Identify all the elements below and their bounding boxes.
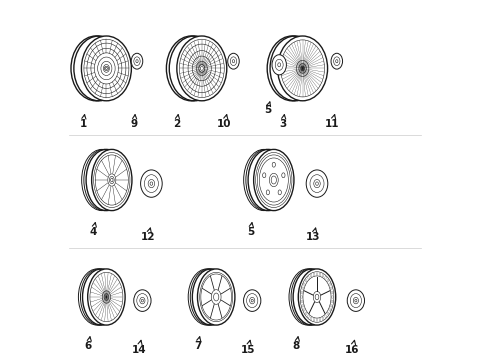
Text: 5: 5	[264, 102, 271, 115]
Ellipse shape	[272, 162, 275, 167]
Ellipse shape	[131, 53, 143, 69]
Ellipse shape	[81, 36, 131, 101]
Ellipse shape	[331, 53, 343, 69]
Ellipse shape	[228, 53, 239, 69]
Ellipse shape	[278, 36, 328, 101]
Text: 6: 6	[85, 337, 92, 351]
Text: 4: 4	[89, 222, 97, 237]
Text: 8: 8	[293, 337, 300, 351]
Text: 10: 10	[217, 114, 232, 129]
Ellipse shape	[272, 55, 286, 75]
Ellipse shape	[197, 269, 235, 325]
Text: 15: 15	[241, 340, 255, 355]
Ellipse shape	[92, 149, 132, 211]
Ellipse shape	[282, 173, 285, 178]
Ellipse shape	[347, 290, 365, 311]
Text: 2: 2	[173, 114, 180, 129]
Text: 13: 13	[306, 228, 320, 242]
Text: 12: 12	[141, 228, 155, 242]
Ellipse shape	[82, 269, 120, 325]
Ellipse shape	[193, 269, 230, 325]
Text: 5: 5	[247, 222, 254, 237]
Ellipse shape	[134, 290, 151, 311]
Ellipse shape	[248, 149, 289, 211]
Ellipse shape	[266, 190, 270, 195]
Text: 16: 16	[345, 340, 360, 355]
Ellipse shape	[278, 190, 281, 195]
Ellipse shape	[293, 269, 331, 325]
Text: 9: 9	[130, 114, 138, 129]
Text: 3: 3	[279, 114, 287, 129]
Ellipse shape	[263, 173, 266, 178]
Text: 14: 14	[131, 340, 146, 355]
Ellipse shape	[86, 149, 126, 211]
Ellipse shape	[141, 170, 162, 197]
Ellipse shape	[244, 290, 261, 311]
Ellipse shape	[306, 170, 328, 197]
Text: 11: 11	[325, 114, 340, 129]
Ellipse shape	[298, 269, 336, 325]
Ellipse shape	[88, 269, 125, 325]
Ellipse shape	[177, 36, 227, 101]
Text: 7: 7	[194, 337, 201, 351]
Ellipse shape	[254, 149, 294, 211]
Text: 1: 1	[79, 114, 87, 129]
